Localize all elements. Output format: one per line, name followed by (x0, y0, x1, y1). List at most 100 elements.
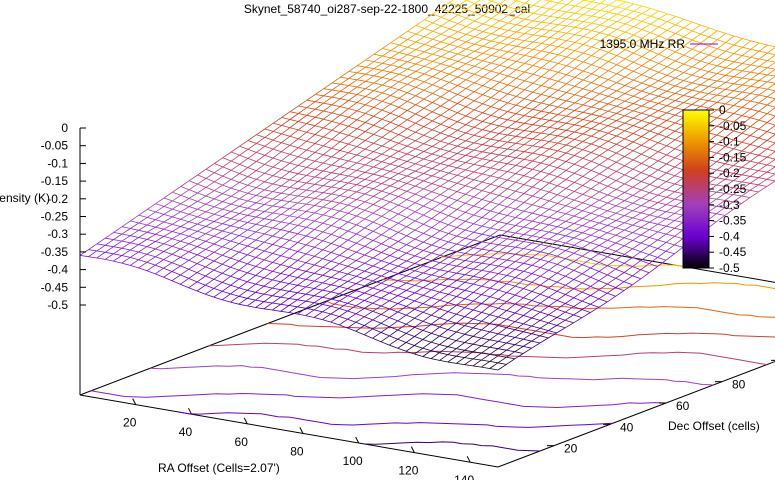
mesh-line (431, 314, 440, 319)
mesh-line (406, 113, 416, 121)
mesh-line (281, 111, 291, 118)
mesh-line (675, 42, 684, 47)
mesh-line (398, 196, 407, 200)
mesh-line (482, 55, 492, 62)
mesh-line (515, 166, 525, 174)
mesh-line (196, 240, 206, 247)
mesh-line (758, 102, 768, 106)
mesh-line (331, 121, 341, 125)
mesh-line (414, 353, 423, 357)
mesh-line (448, 76, 458, 83)
mesh-line (322, 311, 331, 315)
mesh-line (288, 306, 298, 313)
mesh-line (531, 230, 541, 237)
mesh-line (725, 113, 734, 121)
mesh-line (524, 108, 534, 116)
mesh-line (439, 249, 449, 256)
mesh-line (623, 257, 633, 264)
mesh-line (399, 36, 408, 40)
mesh-line (405, 327, 415, 334)
mesh-line (767, 96, 775, 100)
mesh-line (540, 311, 549, 316)
mesh-line (716, 89, 726, 96)
mesh-line (280, 296, 290, 299)
mesh-line (406, 263, 416, 269)
mesh-line (741, 115, 751, 119)
mesh-line (230, 211, 240, 214)
mesh-line (607, 140, 617, 145)
mesh-line (430, 344, 440, 351)
mesh-line (247, 192, 257, 196)
mesh-line (473, 179, 483, 183)
mesh-line (507, 31, 517, 38)
mesh-line (390, 52, 400, 59)
mesh-line (247, 170, 257, 177)
mesh-line (700, 54, 710, 62)
mesh-line (339, 182, 349, 189)
mesh-line (331, 218, 340, 226)
mesh-line (490, 125, 500, 133)
mesh-line (540, 132, 550, 135)
mesh-line (633, 74, 643, 81)
mesh-line (380, 341, 390, 346)
mesh-line (147, 217, 156, 221)
mesh-line (591, 32, 601, 39)
mesh-line (481, 257, 491, 264)
mesh-line (305, 244, 315, 248)
mesh-line (557, 226, 566, 229)
mesh-line (599, 32, 609, 36)
mesh-line (163, 245, 173, 252)
mesh-line (357, 86, 366, 90)
mesh-line (665, 233, 675, 237)
mesh-line (389, 326, 398, 331)
mesh-line (489, 368, 499, 371)
mesh-line (390, 163, 399, 167)
mesh-line (230, 164, 240, 171)
mesh-line (506, 190, 516, 199)
mesh-line (448, 138, 458, 145)
mesh-line (423, 111, 433, 118)
mesh-line (507, 127, 517, 130)
mesh-line (272, 303, 281, 311)
mesh-line (641, 8, 651, 14)
mesh-line (650, 18, 660, 25)
mesh-line (297, 140, 307, 149)
mesh-line (398, 190, 408, 197)
mesh-line (331, 98, 341, 106)
mesh-line (465, 82, 475, 89)
mesh-line (247, 178, 257, 186)
mesh-line (289, 298, 298, 301)
mesh-line (674, 183, 684, 187)
mesh-line (314, 192, 324, 199)
mesh-line (583, 8, 593, 15)
mesh-line (313, 282, 323, 289)
mesh-line (583, 38, 592, 45)
mesh-line (490, 57, 500, 64)
mesh-line (414, 311, 424, 319)
mesh-line (146, 239, 156, 242)
mesh-line (498, 148, 508, 156)
mesh-line (624, 192, 633, 196)
mesh-line (423, 218, 433, 225)
mesh-line (582, 73, 592, 81)
mesh-line (323, 96, 333, 104)
mesh-line (649, 151, 659, 158)
mesh-line (213, 235, 223, 239)
mesh-line (498, 259, 508, 267)
mesh-line (473, 270, 483, 277)
mesh-line (566, 42, 576, 49)
mesh-line (364, 262, 374, 267)
mesh-line (557, 122, 567, 130)
mesh-line (499, 93, 509, 101)
mesh-line (466, 9, 475, 13)
mesh-line (598, 210, 608, 217)
mesh-line (247, 195, 257, 202)
mesh-line (431, 254, 441, 261)
mesh-line (415, 28, 425, 35)
mesh-line (298, 165, 307, 168)
mesh-line (624, 207, 633, 212)
mesh-line (632, 275, 641, 280)
mesh-line (524, 12, 534, 20)
mesh-line (238, 289, 248, 297)
mesh-line (196, 281, 206, 286)
